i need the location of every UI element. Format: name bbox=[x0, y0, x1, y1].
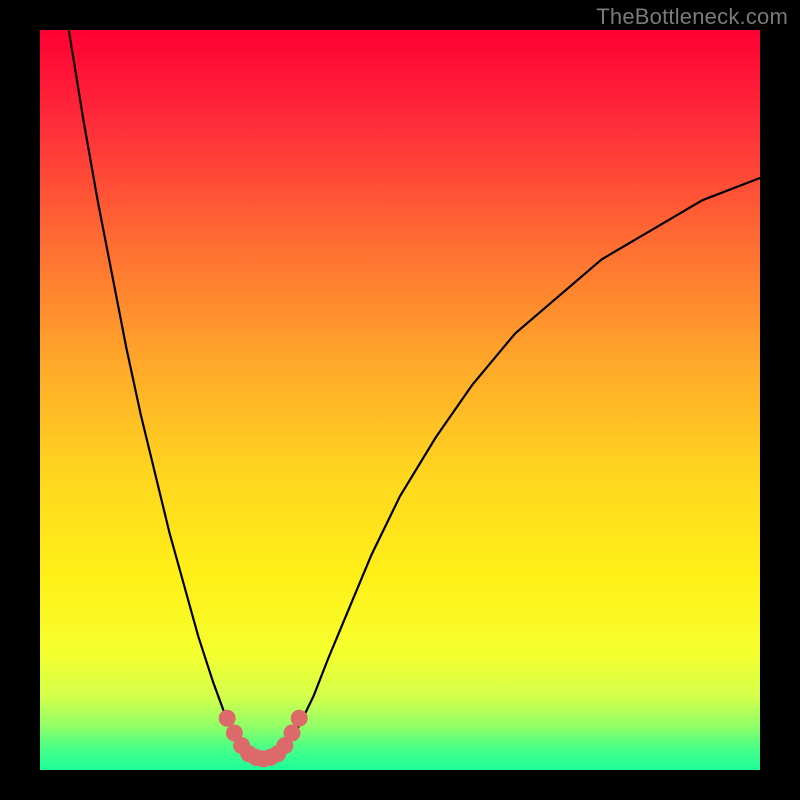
chart-canvas: TheBottleneck.com bbox=[0, 0, 800, 800]
optimal-marker bbox=[291, 710, 308, 727]
bottleneck-curve-chart bbox=[40, 30, 760, 770]
optimal-marker bbox=[284, 725, 301, 742]
gradient-background bbox=[40, 30, 760, 770]
watermark-text: TheBottleneck.com bbox=[596, 4, 788, 30]
optimal-marker bbox=[219, 710, 236, 727]
plot-area bbox=[40, 30, 760, 770]
